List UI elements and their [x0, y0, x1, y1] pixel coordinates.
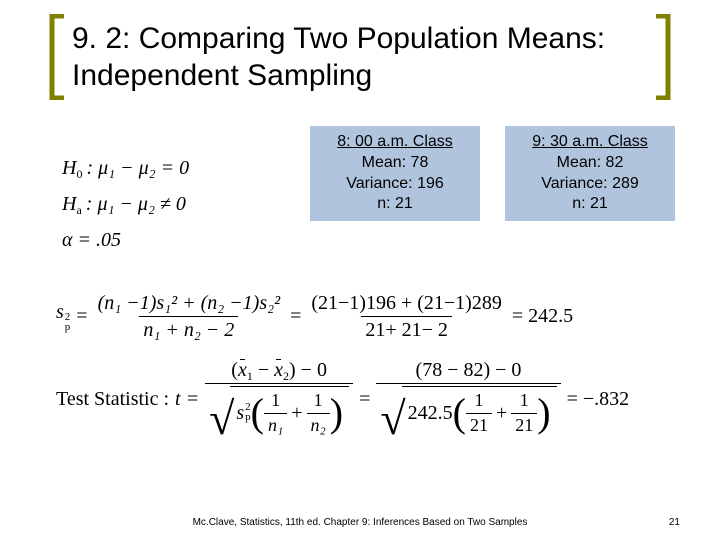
- alt-hypothesis: Ha : μ₁ − μ₂ ≠ 0: [62, 186, 189, 222]
- pooled-variance-formula: s2p = (n₁ −1)s₁² + (n₂ −1)s₂² n₁ + n₂ − …: [56, 292, 690, 341]
- citation: Mc.Clave, Statistics, 11th ed. Chapter 9…: [80, 517, 640, 528]
- formula-area: s2p = (n₁ −1)s₁² + (n₂ −1)s₂² n₁ + n₂ − …: [56, 292, 690, 457]
- title-bar: 9. 2: Comparing Two Population Means: In…: [48, 14, 672, 100]
- class-b-variance: Variance: 289: [513, 174, 667, 195]
- left-bracket-icon: [48, 14, 66, 100]
- footer: Mc.Clave, Statistics, 11th ed. Chapter 9…: [0, 517, 720, 528]
- test-statistic-formula: Test Statistic : t = (x1 − x2) − 0 √ s2p…: [56, 359, 690, 439]
- class-a-n: n: 21: [318, 194, 472, 215]
- test-statistic-result: = −.832: [567, 388, 630, 411]
- class-b-header: 9: 30 a.m. Class: [513, 132, 667, 153]
- pooled-variance-result: = 242.5: [512, 305, 573, 328]
- null-hypothesis: H0 : μ₁ − μ₂ = 0: [62, 150, 189, 186]
- class-a-box: 8: 00 a.m. Class Mean: 78 Variance: 196 …: [310, 126, 480, 221]
- right-bracket-icon: [654, 14, 672, 100]
- page-title: 9. 2: Comparing Two Population Means: In…: [66, 20, 654, 95]
- class-b-n: n: 21: [513, 194, 667, 215]
- class-b-mean: Mean: 82: [513, 153, 667, 174]
- class-a-header: 8: 00 a.m. Class: [318, 132, 472, 153]
- class-a-variance: Variance: 196: [318, 174, 472, 195]
- class-b-box: 9: 30 a.m. Class Mean: 82 Variance: 289 …: [505, 126, 675, 221]
- hypotheses-block: H0 : μ₁ − μ₂ = 0 Ha : μ₁ − μ₂ ≠ 0 α = .0…: [62, 150, 189, 258]
- page-number: 21: [640, 517, 680, 528]
- alpha-level: α = .05: [62, 222, 189, 258]
- class-a-mean: Mean: 78: [318, 153, 472, 174]
